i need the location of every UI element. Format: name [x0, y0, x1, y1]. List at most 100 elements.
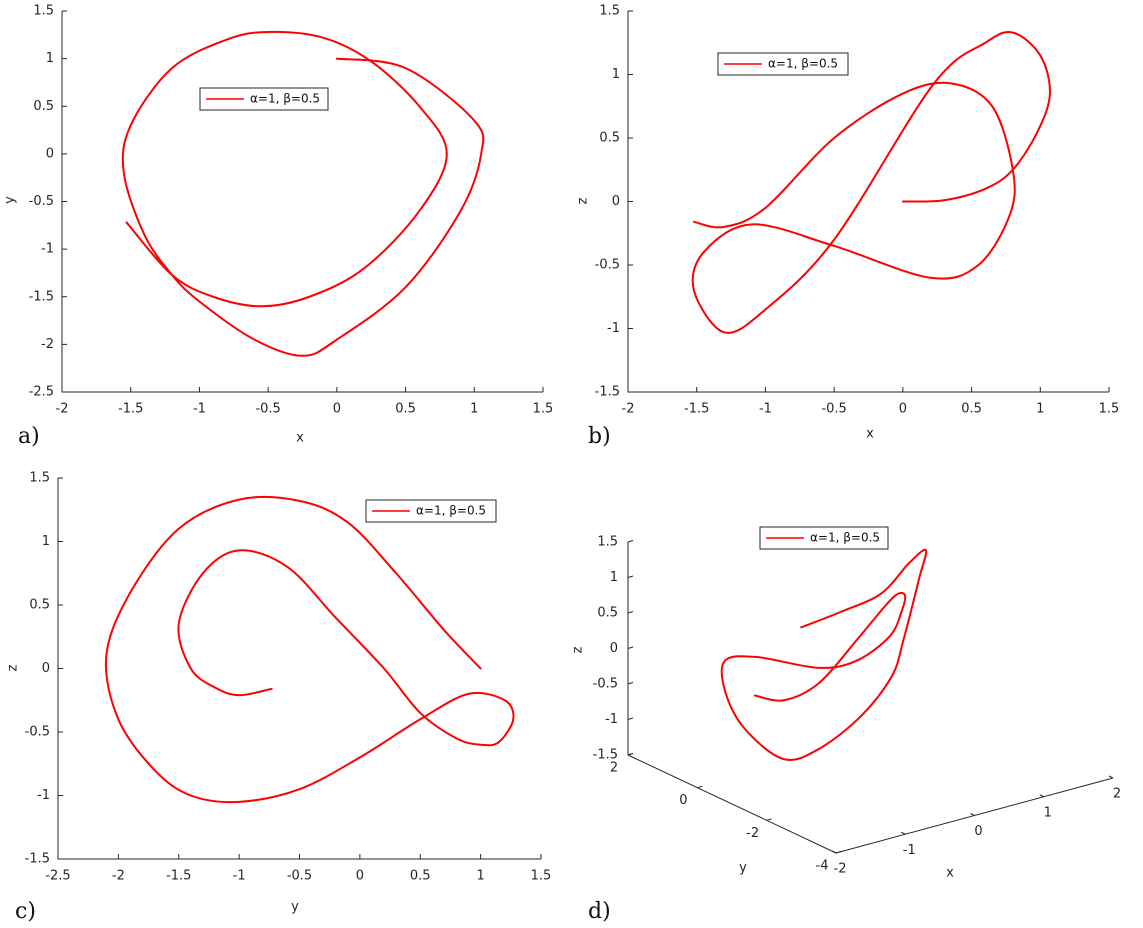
y-tick	[697, 785, 703, 789]
x-axis-label: x	[946, 866, 954, 881]
x-tick-label: 1.5	[531, 869, 552, 884]
y-tick-label: -0.5	[595, 258, 620, 273]
x-tick-label: 0.5	[410, 869, 431, 884]
y-tick-label: -1	[607, 321, 620, 336]
x-axis-label: y	[291, 900, 299, 915]
y-axis-label: y	[739, 861, 747, 876]
x-tick-label: -1	[233, 869, 246, 884]
x-tick	[831, 850, 837, 854]
y-tick-label: 0	[42, 661, 50, 676]
axes-lines	[57, 478, 541, 860]
y-tick-label: -2	[746, 826, 759, 841]
y-axis-line	[627, 754, 837, 854]
y-tick-label: 1	[42, 534, 50, 549]
legend-label: α=1, β=0.5	[250, 92, 320, 106]
x-tick-label: 2	[1113, 787, 1121, 802]
z-tick-label: -0.5	[593, 677, 618, 692]
y-axis-label: z	[6, 664, 21, 671]
x-tick-label: 1	[1044, 805, 1052, 820]
z-tick	[627, 753, 634, 756]
z-tick	[627, 540, 634, 543]
y-tick-label: 0.5	[599, 131, 620, 146]
y-tick-label: 1.5	[29, 471, 50, 486]
curve	[720, 548, 928, 761]
z-tick-label: -1.5	[593, 748, 618, 763]
x-tick-label: -0.5	[821, 402, 846, 417]
legend-box	[199, 87, 329, 111]
y-tick-label: -0.5	[25, 725, 50, 740]
x-tick-label: 0.5	[395, 402, 416, 417]
x-tick-label: 0.5	[961, 402, 982, 417]
y-tick	[835, 851, 842, 854]
x-tick	[1039, 794, 1044, 798]
x-tick	[1108, 775, 1114, 779]
y-axis-label: z	[576, 197, 591, 204]
z-tick	[627, 717, 634, 720]
y-tick-label: -1.5	[29, 289, 54, 304]
z-tick	[627, 611, 634, 614]
panel-label: d)	[588, 899, 611, 924]
x-tick-label: -2	[834, 862, 847, 877]
y-tick-label: 0.5	[33, 99, 54, 114]
legend-box	[365, 499, 497, 523]
x-tick-label: -2.5	[45, 869, 70, 884]
z-axis-label: z	[571, 646, 586, 653]
curve	[121, 30, 485, 357]
x-tick-label: 1	[470, 402, 478, 417]
y-tick-label: -1.5	[595, 385, 620, 400]
y-tick-label: 0	[612, 194, 620, 209]
panel-label: c)	[15, 899, 36, 924]
x-tick-label: -2	[622, 402, 635, 417]
y-tick-label: -1	[37, 788, 50, 803]
y-tick-label: -0.5	[29, 194, 54, 209]
x-tick-label: 0	[899, 402, 907, 417]
x-tick-label: 0	[356, 869, 364, 884]
legend-box	[759, 526, 889, 550]
x-tick-label: 1.5	[1099, 402, 1120, 417]
y-tick-label: -1.5	[25, 852, 50, 867]
y-tick-label: -2.5	[29, 385, 54, 400]
x-tick-label: -0.5	[287, 869, 312, 884]
x-tick-label: -0.5	[255, 402, 280, 417]
y-tick-label: -2	[41, 337, 54, 352]
z-tick	[627, 646, 634, 649]
y-tick-label: 1.5	[33, 4, 54, 19]
curve	[104, 495, 515, 804]
y-tick	[766, 818, 772, 821]
axes-lines	[627, 11, 1109, 393]
panel-label: b)	[588, 424, 611, 449]
y-axis-label: y	[3, 196, 18, 204]
x-tick-label: -1.5	[118, 402, 143, 417]
legend-label: α=1, β=0.5	[810, 531, 880, 545]
x-tick	[970, 813, 975, 816]
y-tick-label: 0.5	[29, 598, 50, 613]
x-tick-label: -1	[903, 843, 916, 858]
x-tick	[901, 831, 906, 835]
x-tick-label: -1	[193, 402, 206, 417]
x-tick-label: -1	[759, 402, 772, 417]
y-tick-label: 1	[46, 51, 54, 66]
x-axis-label: x	[866, 427, 874, 442]
x-tick-label: -2	[112, 869, 125, 884]
x-tick-label: -2	[56, 402, 69, 417]
z-tick-label: 1.5	[597, 535, 618, 550]
z-tick	[627, 682, 634, 685]
z-tick-label: -1	[605, 712, 618, 727]
legend-box	[717, 52, 849, 76]
y-tick-label: 1.5	[599, 4, 620, 19]
x-tick-label: 1	[1036, 402, 1044, 417]
y-tick-label: 0	[46, 146, 54, 161]
x-tick-label: 0	[974, 824, 982, 839]
y-tick-label: 0	[679, 793, 687, 808]
x-tick-label: -1.5	[684, 402, 709, 417]
z-tick-label: 1	[610, 570, 618, 585]
z-tick	[627, 575, 634, 578]
z-tick-label: 0	[610, 641, 618, 656]
x-tick-label: -1.5	[166, 869, 191, 884]
y-tick-label: -1	[41, 242, 54, 257]
x-tick-label: 1.5	[533, 402, 554, 417]
x-axis-label: x	[296, 431, 304, 446]
axes-lines	[61, 11, 543, 393]
curve	[691, 31, 1051, 334]
